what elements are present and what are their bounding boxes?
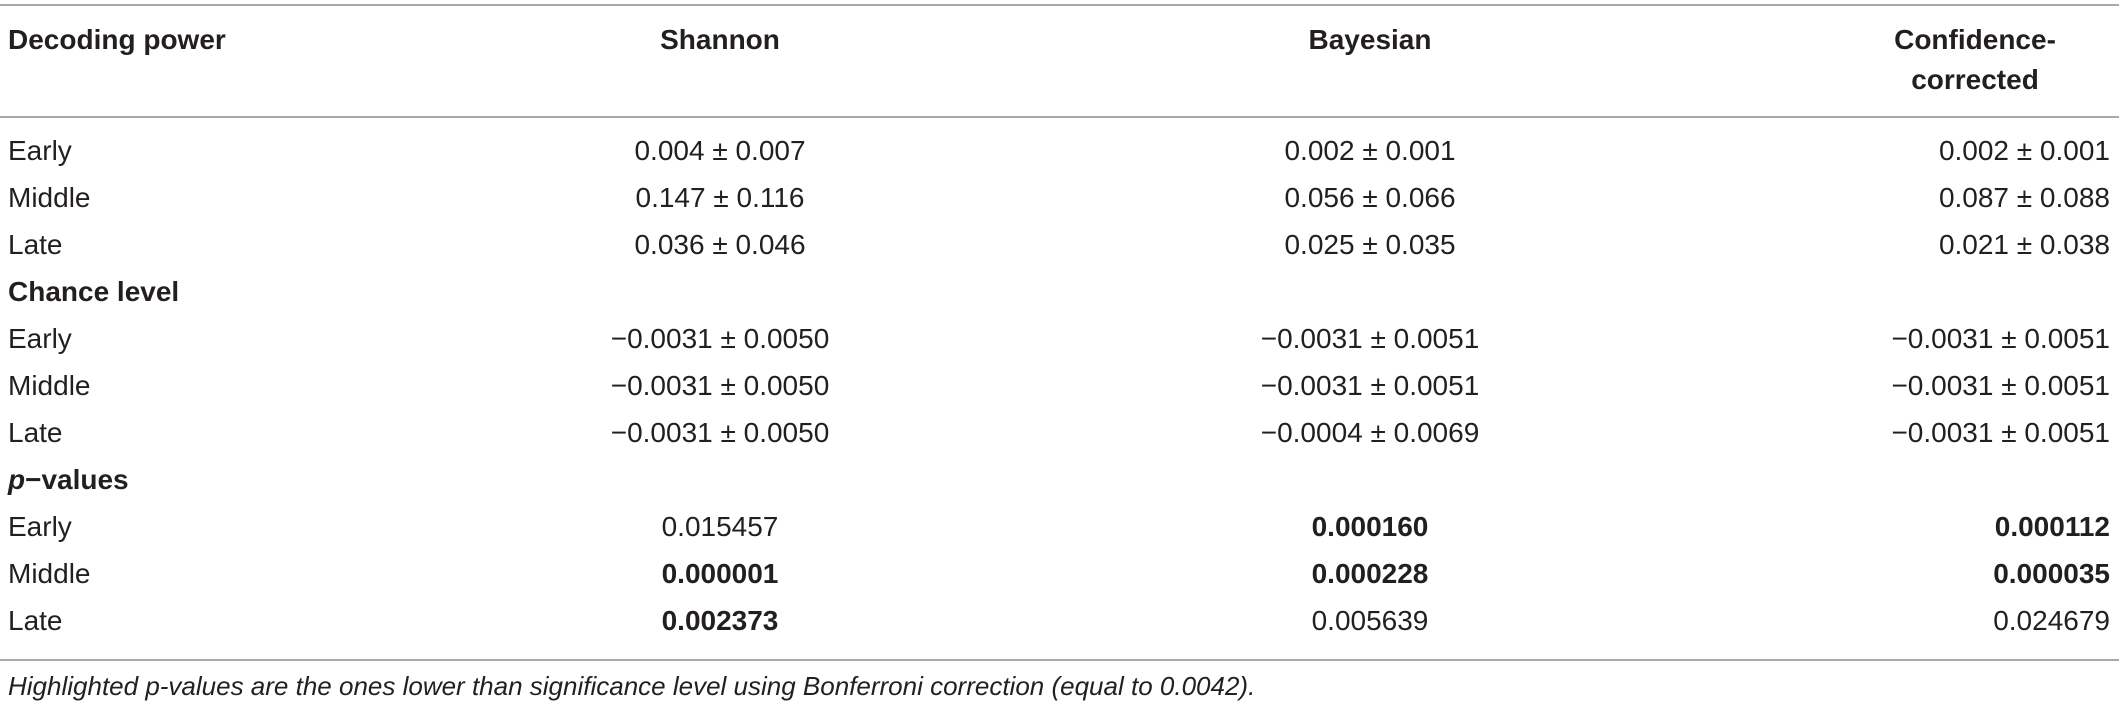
table-cell: −0.0031 ± 0.0051: [1891, 323, 2110, 354]
table-cell: −0.0004 ± 0.0069: [1260, 417, 1480, 448]
table-cell: 0.021 ± 0.038: [1938, 229, 2110, 260]
table-cell: 0.002 ± 0.001: [1284, 135, 1456, 166]
table-cell: 0.005639: [1311, 605, 1429, 636]
row-label: Late: [8, 605, 63, 636]
header-confidence-line2: corrected: [1911, 64, 2039, 95]
table-cell: 0.002 ± 0.001: [1938, 135, 2110, 166]
table-cell: 0.015457: [661, 511, 779, 542]
table-cell: −0.0031 ± 0.0050: [610, 417, 830, 448]
table-cell: −0.0031 ± 0.0050: [610, 323, 830, 354]
table-cell-significant: 0.000228: [1311, 558, 1429, 589]
table-cell: −0.0031 ± 0.0051: [1891, 417, 2110, 448]
row-label: Early: [8, 135, 72, 166]
row-label: Early: [8, 323, 72, 354]
table-cell: −0.0031 ± 0.0051: [1260, 370, 1480, 401]
header-bottom-rule: [0, 116, 2119, 118]
table-top-rule: [0, 4, 2119, 6]
row-label: Late: [8, 417, 63, 448]
table-bottom-rule: [0, 659, 2119, 661]
table-cell: 0.024679: [1993, 605, 2110, 636]
section-title-p-values: p−values: [8, 462, 129, 498]
p-symbol: p: [8, 464, 26, 495]
table-cell: −0.0031 ± 0.0051: [1260, 323, 1480, 354]
section-title-chance-level: Chance level: [8, 276, 180, 307]
table-cell-significant: 0.000035: [1993, 558, 2110, 589]
row-label: Middle: [8, 558, 91, 589]
row-label: Middle: [8, 370, 91, 401]
table-cell: 0.036 ± 0.046: [634, 229, 806, 260]
table-cell-significant: 0.000001: [661, 558, 779, 589]
header-shannon: Shannon: [660, 24, 780, 55]
p-values-suffix: −values: [25, 464, 129, 495]
table-cell-significant: 0.000160: [1311, 511, 1429, 542]
header-confidence-line1: Confidence-: [1894, 24, 2056, 55]
row-label: Late: [8, 229, 63, 260]
table-cell: 0.004 ± 0.007: [634, 135, 806, 166]
table-caption: Highlighted p-values are the ones lower …: [8, 671, 1256, 701]
table-cell: 0.056 ± 0.066: [1284, 182, 1456, 213]
header-confidence-corrected: Confidence- corrected: [1860, 20, 2090, 100]
header-bayesian: Bayesian: [1308, 24, 1432, 55]
table-cell-significant: 0.002373: [661, 605, 779, 636]
table-cell: 0.025 ± 0.035: [1284, 229, 1456, 260]
table-cell: 0.087 ± 0.088: [1938, 182, 2110, 213]
table-cell: −0.0031 ± 0.0050: [610, 370, 830, 401]
table-cell: 0.147 ± 0.116: [635, 182, 805, 213]
table-cell-significant: 0.000112: [1994, 511, 2110, 542]
row-label: Early: [8, 511, 72, 542]
table-cell: −0.0031 ± 0.0051: [1891, 370, 2110, 401]
header-decoding-power: Decoding power: [8, 24, 226, 55]
row-label: Middle: [8, 182, 91, 213]
